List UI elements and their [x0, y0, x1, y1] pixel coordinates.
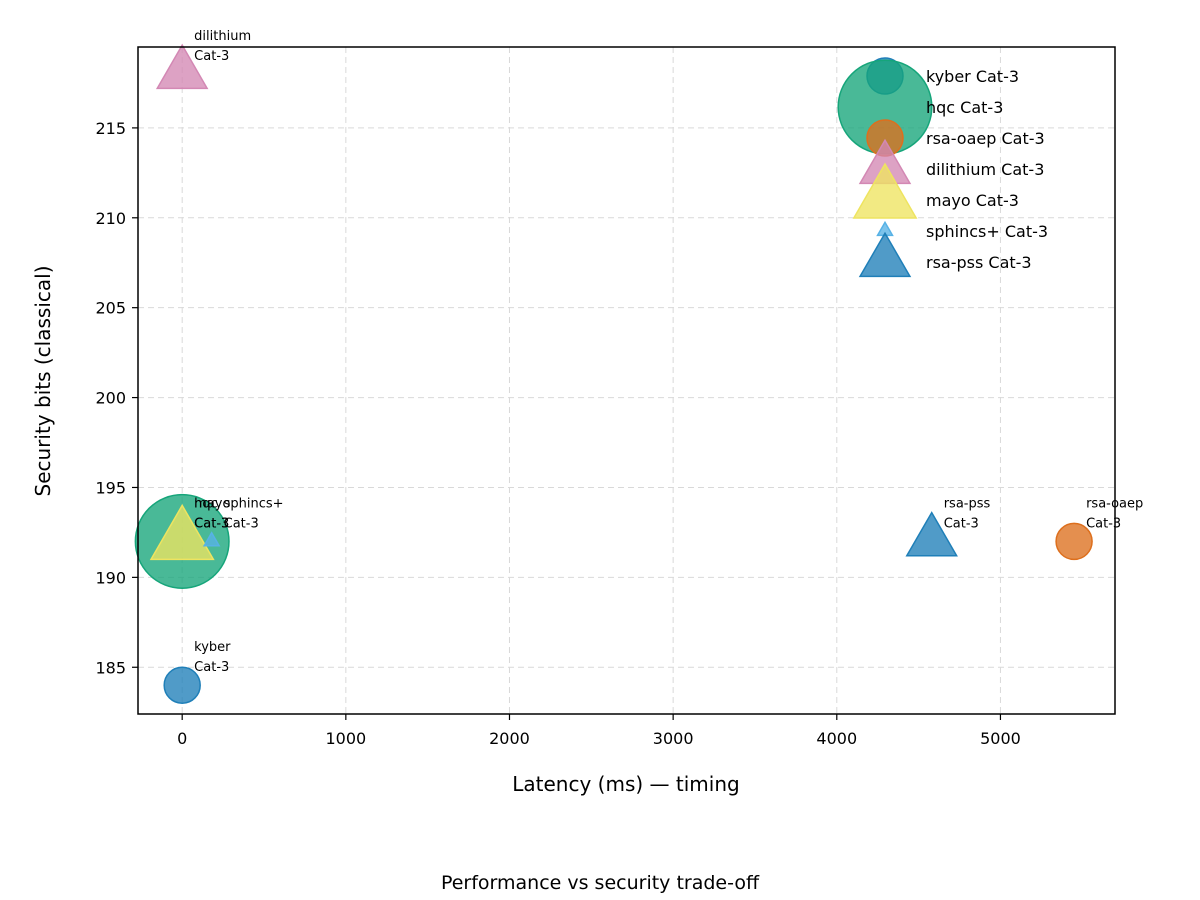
y-tick-label: 200	[95, 389, 126, 408]
point-label-name: sphincs+	[224, 496, 284, 511]
data-points	[134, 43, 1093, 704]
point-label-name: mayo	[194, 496, 230, 511]
data-point	[905, 511, 958, 557]
point-annotations: kyberCat-3hqcCat-3rsa-oaepCat-3dilithium…	[194, 29, 1143, 675]
x-tick-label: 4000	[816, 729, 857, 748]
point-label-category: Cat-3	[194, 516, 229, 531]
point-label-category: Cat-3	[944, 516, 979, 531]
point-label-category: Cat-3	[224, 516, 259, 531]
legend-entry: rsa-pss Cat-3	[926, 253, 1032, 272]
legend-marker	[858, 231, 912, 278]
x-tick-label: 2000	[489, 729, 530, 748]
legend-entry: kyber Cat-3	[926, 67, 1019, 86]
legend-marker	[852, 162, 918, 219]
chart-caption: Performance vs security trade-off	[441, 872, 760, 894]
plot-frame	[137, 46, 1116, 715]
x-tick-label: 3000	[653, 729, 694, 748]
point-label-category: Cat-3	[194, 660, 229, 675]
x-axis-label: Latency (ms) — timing	[512, 772, 739, 796]
legend-entry: rsa-oaep Cat-3	[926, 129, 1045, 148]
y-axis-label: Security bits (classical)	[31, 266, 55, 497]
point-label-name: dilithium	[194, 29, 251, 44]
legend: kyber Cat-3 hqc Cat-3 rsa-oaep Cat-3 dilith…	[837, 57, 1048, 278]
point-label-name: kyber	[194, 640, 231, 655]
legend-entry: sphincs+ Cat-3	[926, 222, 1048, 241]
point-label-name: hqc	[194, 496, 218, 511]
legend-entry: dilithium Cat-3	[926, 160, 1044, 179]
y-tick-label: 185	[95, 658, 126, 677]
data-point	[155, 43, 209, 90]
x-axis-ticks: 0 1000 2000 3000 4000 5000	[177, 714, 1021, 748]
y-tick-label: 205	[95, 299, 126, 318]
x-tick-label: 1000	[325, 729, 366, 748]
y-tick-label: 190	[95, 568, 126, 587]
point-label-category: Cat-3	[194, 516, 229, 531]
legend-entry: hqc Cat-3	[926, 98, 1003, 117]
data-point	[202, 531, 221, 547]
point-label-name: rsa-pss	[944, 496, 991, 511]
data-point	[149, 503, 215, 561]
data-point	[163, 666, 201, 704]
y-tick-label: 210	[95, 209, 126, 228]
point-label-category: Cat-3	[1086, 516, 1121, 531]
y-axis-ticks: 185 190 195 200 205 210 215	[95, 119, 138, 677]
x-tick-label: 0	[177, 729, 187, 748]
legend-entry: mayo Cat-3	[926, 191, 1019, 210]
data-point	[1055, 522, 1093, 561]
x-tick-label: 5000	[980, 729, 1021, 748]
y-tick-label: 215	[95, 119, 126, 138]
y-tick-label: 195	[95, 478, 126, 497]
point-label-category: Cat-3	[194, 49, 229, 64]
grid	[138, 47, 1115, 714]
